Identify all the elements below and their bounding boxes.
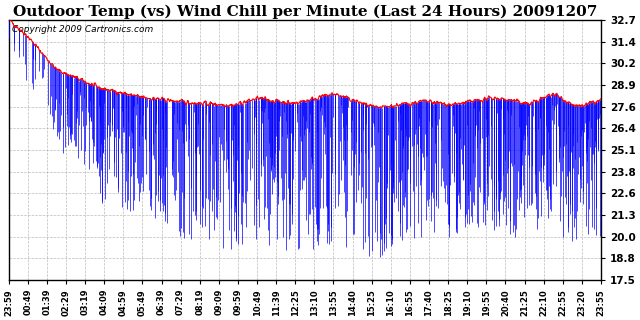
Title: Outdoor Temp (vs) Wind Chill per Minute (Last 24 Hours) 20091207: Outdoor Temp (vs) Wind Chill per Minute … [13, 4, 597, 19]
Text: Copyright 2009 Cartronics.com: Copyright 2009 Cartronics.com [12, 25, 153, 34]
